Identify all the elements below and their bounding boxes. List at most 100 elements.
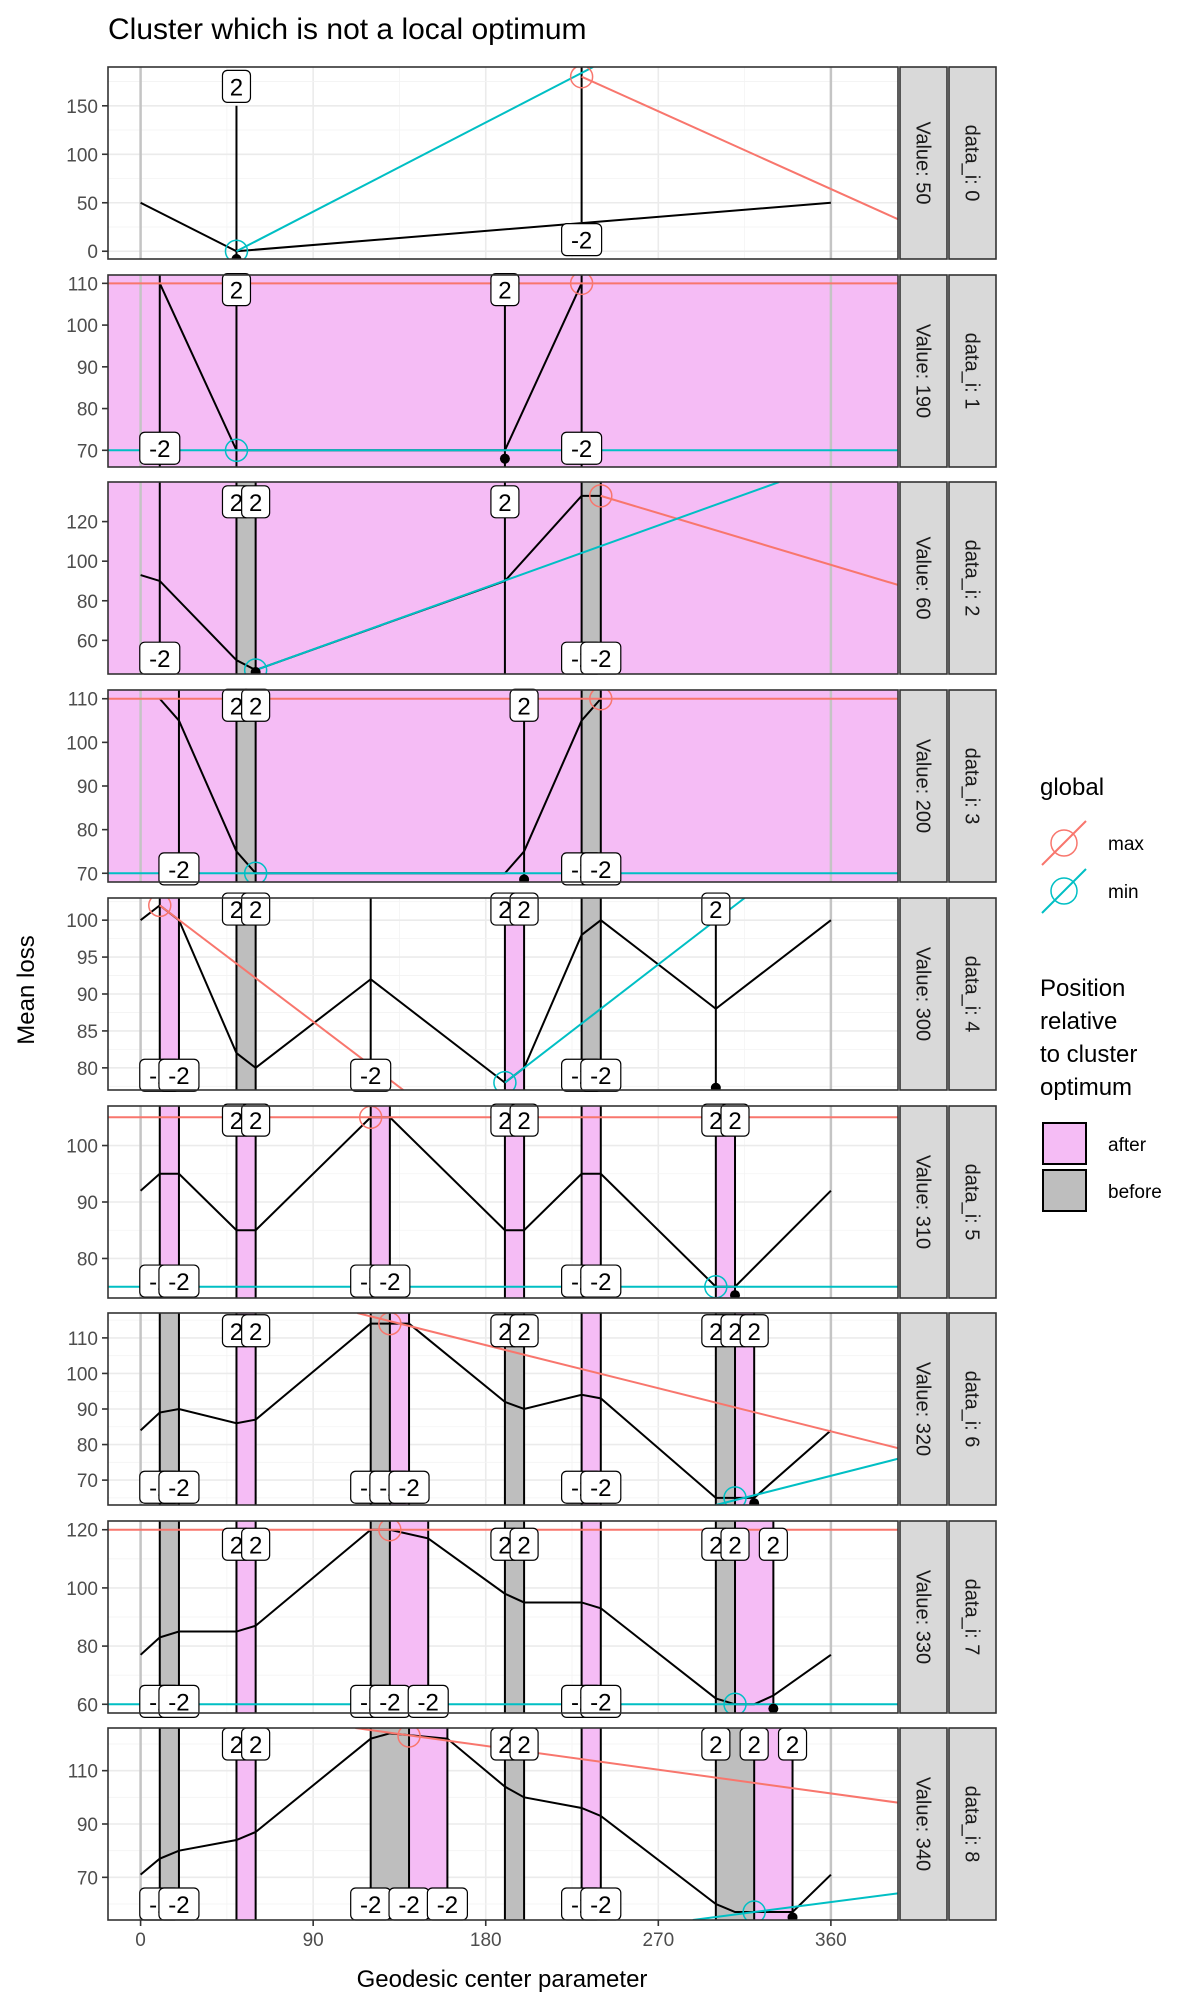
x-axis-label: Geodesic center parameter [357,1966,648,1993]
y-tick-label: 80 [77,1059,98,1080]
step-label-box [490,485,520,519]
panel-border [107,481,899,675]
y-tick-label: 95 [77,948,98,969]
y-tick-label: 100 [66,316,98,337]
step-label-text: 2 [249,1532,262,1559]
y-tick-label: 90 [77,1400,98,1421]
facet-strip-data-box [948,66,997,260]
step-label: -2 [158,852,200,886]
y-tick-label: 150 [66,97,98,118]
y-axis-label: Mean loss [13,935,40,1044]
step-label-text: -2 [149,436,170,463]
optimum-point [730,1290,741,1298]
step-label-text: 2 [517,897,530,924]
y-tick-label: 110 [68,1329,98,1350]
legend-fill-item: before [1042,1169,1162,1212]
y-tick-label: 100 [66,1137,98,1158]
step-label-box [139,431,181,465]
panel-border [107,274,899,468]
step-label-box [580,1470,622,1504]
step-label-box [701,892,731,926]
step-label-text: 2 [748,1319,761,1346]
facet-strip-data-label: data_i: 2 [961,540,983,617]
step-label: -2 [158,1684,200,1718]
facet-strip-data: data_i: 1 [948,274,997,468]
step-label-text: 2 [709,1108,722,1135]
step-label-text: 2 [249,1108,262,1135]
panel-content [139,898,833,1090]
step-label-text: -2 [168,1063,189,1090]
step-label: -2 [158,1264,200,1298]
legend-point-swatch [1050,829,1078,857]
panel-0: 2 -2 0 50 100 150 Value: 50 data_i: 0 [66,66,997,263]
step-label-text: -2 [437,1892,458,1919]
step-label-box [561,431,603,465]
facet-strip-data: data_i: 4 [948,897,997,1091]
facet-strip-value-label: Value: 60 [912,536,934,619]
legend-global-label: max [1108,834,1144,855]
step-label-text: -2 [379,1689,400,1716]
facet-strip-data-box [948,1105,997,1299]
global-min-line [236,67,594,253]
step-label: -2 [580,852,622,886]
y-tick-label: 85 [77,1022,98,1043]
step-label: 2 [241,1527,271,1561]
facet-strip-value-label: Value: 310 [912,1155,934,1249]
step-label: -2 [580,1264,622,1298]
step-label-text: 2 [517,1732,530,1759]
step-label: -2 [561,223,603,257]
step-label: 2 [701,1727,731,1761]
step-label: 2 [241,1314,271,1348]
facet-strip-data-label: data_i: 1 [961,333,983,410]
global-min-point [243,658,268,674]
step-label-box [580,852,622,886]
global-min-point [224,438,249,463]
facet-strip-value-box [899,1727,948,1921]
step-label-text: 2 [230,693,243,720]
region-before [370,1521,391,1713]
facet-strip-data-box [948,274,997,468]
y-tick-label: 80 [77,1436,98,1457]
step-label: -2 [426,1887,468,1921]
facet-strip-value-box [899,274,948,468]
panel-content [139,67,898,259]
facet-strip-data-box [948,897,997,1091]
step-label-box [509,1103,539,1137]
step-label: -2 [158,1058,200,1092]
step-label: 2 [490,485,520,519]
step-label-text: 2 [786,1732,799,1759]
step-label-text: 2 [230,1732,243,1759]
step-label-text: 2 [249,1732,262,1759]
y-tick-label: 110 [68,690,98,711]
facet-strip-value: Value: 60 [899,481,948,675]
y-tick-label: 60 [77,631,98,652]
step-label: 2 [241,688,271,722]
y-tick-label: 100 [66,1579,98,1600]
facet-strip-value-box [899,689,948,883]
step-label-text: 2 [249,897,262,924]
facet-strip-value: Value: 190 [899,274,948,468]
step-label: -2 [388,1887,430,1921]
facet-strip-value-box [899,66,948,260]
global-max-point [378,1313,402,1336]
y-tick-label: 100 [66,552,98,573]
step-label-box [580,1684,622,1718]
step-label: 2 [241,1103,271,1137]
step-label-text: 2 [249,490,262,517]
step-label-box [221,273,252,307]
y-tick-label: 70 [77,1471,98,1492]
optimum-point [787,1912,798,1920]
legend-global-item: min [1041,868,1139,914]
step-label-text: 2 [230,74,243,101]
step-label-box [407,1684,449,1718]
step-label-text: -2 [360,1063,381,1090]
step-label: 2 [509,1314,539,1348]
step-label-box [758,1527,788,1561]
step-label: -2 [580,1058,622,1092]
facet-strip-data: data_i: 2 [948,481,997,675]
step-label-box [561,223,603,257]
